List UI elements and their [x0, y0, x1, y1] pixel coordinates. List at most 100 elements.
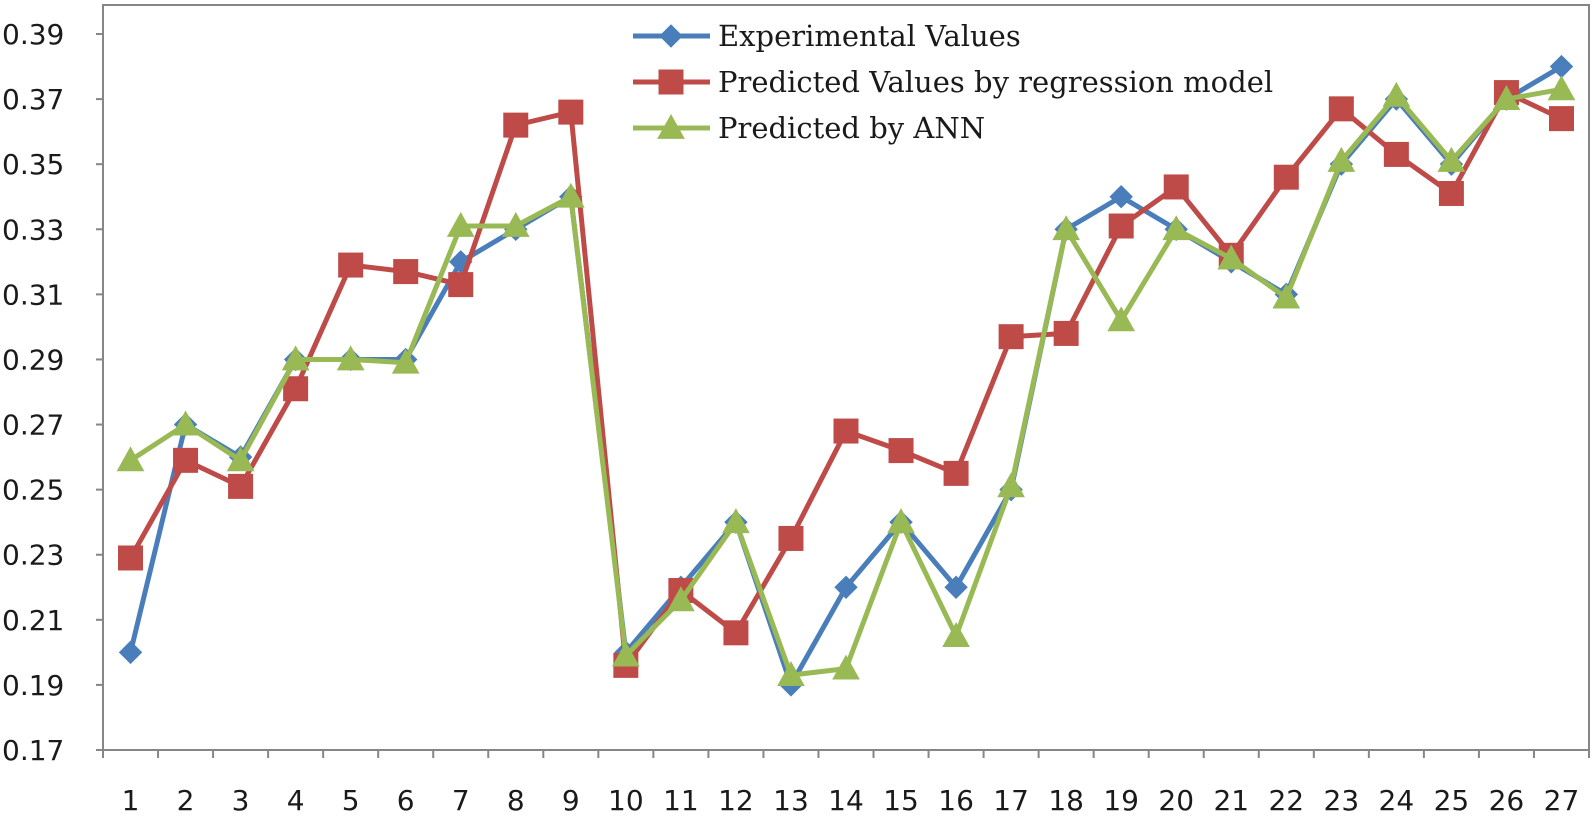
x-tick-label: 16 [938, 784, 974, 817]
legend-item-experimental-values: Experimental Values [633, 19, 1021, 53]
data-point-predicted-values-by-regression-model [1273, 164, 1299, 190]
plot-border [102, 4, 1590, 751]
x-tick-label: 10 [608, 784, 644, 817]
data-point-predicted-by-ann [942, 622, 970, 647]
data-point-predicted-by-ann [667, 586, 695, 612]
data-point-predicted-values-by-regression-model [1053, 320, 1079, 346]
y-tick-label: 0.19 [2, 669, 64, 702]
data-point-predicted-by-ann [1272, 283, 1301, 309]
data-point-predicted-by-ann [556, 182, 585, 208]
data-point-predicted-values-by-regression-model [1108, 213, 1134, 239]
data-point-predicted-by-ann [832, 654, 860, 680]
x-tick-label: 21 [1213, 784, 1249, 817]
x-tick-label: 9 [562, 784, 580, 817]
legend-label: Experimental Values [718, 19, 1021, 53]
data-point-predicted-values-by-regression-model [833, 418, 859, 444]
x-tick-label: 11 [663, 784, 699, 817]
x-tick-label: 27 [1544, 784, 1580, 817]
x-tick-label: 3 [232, 784, 250, 817]
y-tick-label: 0.29 [2, 343, 64, 376]
x-tick-label: 18 [1048, 784, 1084, 817]
data-point-predicted-by-ann [446, 211, 475, 237]
y-tick-label: 0.27 [2, 409, 64, 442]
data-point-predicted-by-ann [336, 345, 365, 371]
series-layer [116, 54, 1576, 697]
x-tick-label: 20 [1158, 784, 1194, 817]
data-point-experimental-values [1109, 185, 1133, 209]
y-tick-label: 0.23 [2, 539, 64, 572]
data-point-predicted-by-ann [1492, 85, 1521, 110]
x-tick-label: 5 [342, 784, 360, 817]
data-point-predicted-values-by-regression-model [1438, 180, 1464, 206]
data-point-predicted-by-ann [391, 348, 420, 374]
data-point-predicted-values-by-regression-model [1328, 96, 1354, 122]
legend-item-predicted-values-by-regression-model: Predicted Values by regression model [633, 65, 1273, 99]
data-point-predicted-by-ann [1162, 215, 1191, 241]
data-point-experimental-values [834, 575, 858, 599]
legend-swatch-marker [658, 69, 684, 95]
data-point-predicted-by-ann [1437, 146, 1466, 172]
legend-swatch-marker [659, 24, 683, 48]
plot-area [102, 4, 1590, 751]
data-point-predicted-values-by-regression-model [1383, 141, 1409, 167]
data-point-predicted-values-by-regression-model [723, 620, 749, 646]
data-point-experimental-values [944, 575, 968, 599]
x-tick-label: 4 [287, 784, 305, 817]
data-point-predicted-by-ann [887, 508, 915, 534]
data-point-predicted-values-by-regression-model [338, 252, 364, 278]
x-tick-label: 23 [1324, 784, 1360, 817]
data-point-predicted-by-ann [116, 446, 145, 472]
y-tick-label: 0.17 [2, 734, 64, 767]
data-point-predicted-by-ann [281, 345, 310, 371]
legend: Experimental Values Predicted Values by r… [633, 19, 1273, 145]
data-point-predicted-by-ann [226, 446, 255, 472]
data-point-predicted-by-ann [1547, 75, 1576, 101]
series-predicted-by-ann [116, 75, 1576, 687]
y-tick-label: 0.37 [2, 83, 64, 116]
data-point-predicted-by-ann [1217, 244, 1246, 270]
y-tick-label: 0.25 [2, 474, 64, 507]
x-tick-label: 24 [1379, 784, 1415, 817]
x-tick-label: 8 [507, 784, 525, 817]
data-point-predicted-values-by-regression-model [888, 438, 914, 464]
x-tick-label: 7 [452, 784, 470, 817]
legend-item-predicted-by-ann: Predicted by ANN [633, 111, 985, 145]
y-tick-label: 0.35 [2, 148, 64, 181]
data-point-predicted-values-by-regression-model [998, 324, 1024, 350]
data-point-predicted-by-ann [171, 410, 200, 436]
x-tick-label: 13 [773, 784, 809, 817]
data-point-predicted-values-by-regression-model [943, 460, 969, 486]
series-predicted-values-by-regression-model [118, 80, 1574, 678]
data-point-predicted-values-by-regression-model [283, 376, 309, 402]
data-point-predicted-values-by-regression-model [393, 259, 419, 285]
data-point-experimental-values [118, 640, 143, 665]
x-tick-label: 1 [122, 784, 140, 817]
x-tick-label: 12 [718, 784, 754, 817]
data-point-predicted-by-ann [777, 661, 805, 687]
data-point-predicted-values-by-regression-model [118, 545, 144, 571]
y-axis: 0.17 0.19 0.21 0.23 0.25 0.27 0.29 0.31 0.33 0.35… [2, 5, 104, 767]
data-point-predicted-values-by-regression-model [503, 112, 529, 138]
y-tick-label: 0.21 [2, 604, 64, 637]
y-tick-label: 0.31 [2, 278, 64, 311]
legend-label: Predicted by ANN [718, 111, 985, 145]
x-tick-label: 17 [993, 784, 1029, 817]
x-tick-label: 22 [1268, 784, 1304, 817]
data-point-predicted-values-by-regression-model [778, 525, 804, 551]
x-tick-label: 15 [883, 784, 919, 817]
data-point-predicted-by-ann [1052, 215, 1080, 241]
data-point-predicted-by-ann [612, 641, 640, 667]
data-point-predicted-values-by-regression-model [173, 447, 199, 473]
data-point-predicted-by-ann [1107, 306, 1136, 332]
data-point-predicted-values-by-regression-model [448, 272, 474, 298]
data-point-predicted-values-by-regression-model [1163, 174, 1189, 200]
y-tick-label: 0.39 [2, 18, 64, 51]
x-tick-label: 6 [397, 784, 415, 817]
x-axis: 1 2 3 4 5 6 7 8 9 10 11 12 13 14 15 16 17 18 19 20 21 22 23 24 2… [102, 749, 1590, 817]
data-point-predicted-by-ann [1327, 146, 1356, 172]
data-point-predicted-values-by-regression-model [1548, 106, 1574, 132]
data-point-predicted-values-by-regression-model [558, 99, 584, 125]
x-tick-label: 14 [828, 784, 864, 817]
